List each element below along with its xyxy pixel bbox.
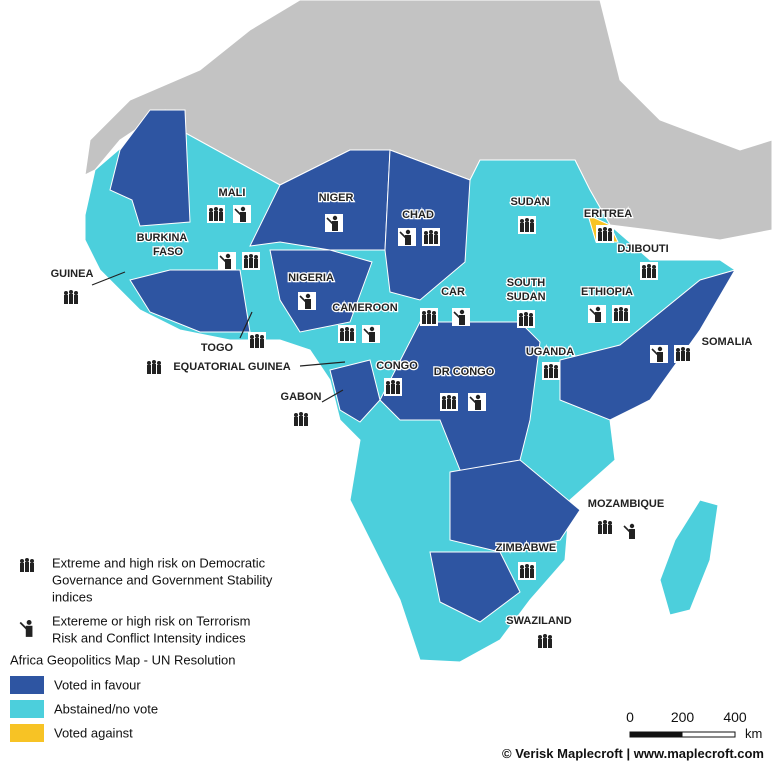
basemap [84,0,772,663]
country-label: BURKINA [137,232,188,244]
country-label: MALI [219,187,246,199]
legend-swatch [10,676,44,694]
country-label: GABON [281,391,322,403]
country-label: DJIBOUTI [617,243,668,255]
country-label: CAR [441,286,465,298]
country-label: ETHIOPIA [581,286,633,298]
country-label: NIGER [319,192,354,204]
country-label: CONGO [376,360,418,372]
legend-label: Voted in favour [54,677,141,692]
icon-legend-text: Risk and Conflict Intensity indices [52,630,246,645]
country-label: SUDAN [510,196,549,208]
scale-tick-label: 400 [723,709,747,725]
leader-lines [91,271,346,403]
scale-bar-segment [630,732,683,737]
country-label: SOMALIA [702,336,753,348]
icon-legend-text: Extereme or high risk on Terrorism [52,613,250,628]
country-label: TOGO [201,342,234,354]
country-label: CAMEROON [332,302,397,314]
africa-favour [109,109,737,623]
legend: Africa Geopolitics Map - UN Resolution V… [10,652,235,742]
country-label: EQUATORIAL GUINEA [173,361,290,373]
scale-unit: km [745,726,762,741]
country-label: ZIMBABWE [496,542,557,554]
country-label: GUINEA [51,268,94,280]
country-label: DR CONGO [434,366,495,378]
legend-label: Abstained/no vote [54,701,158,716]
credit: © Verisk Maplecroft | www.maplecroft.com [502,746,764,761]
legend-swatch [10,724,44,742]
icon-legend-text: Extreme and high risk on Democratic [52,555,266,570]
legend-title: Africa Geopolitics Map - UN Resolution [10,652,235,667]
scale-tick-label: 200 [671,709,695,725]
country-label: FASO [153,246,183,258]
legend-label: Voted against [54,725,133,740]
icon-legend [18,556,38,638]
country-label: NIGERIA [288,272,334,284]
country-label: SWAZILAND [506,615,571,627]
country-labels: MALI NIGER CHAD SUDAN ERITREA DJIBOUTI BURKINA… [49,186,753,629]
country-label: MOZAMBIQUE [588,498,664,510]
country-label: SUDAN [506,291,545,303]
legend-swatch [10,700,44,718]
scale-tick-label: 0 [626,709,634,725]
icon-legend-text: Governance and Government Stability [52,572,273,587]
country-label: ERITREA [584,208,632,220]
country-label: SOUTH [507,277,546,289]
madagascar [659,499,719,616]
country-label: CHAD [402,209,434,221]
icon-legend-text: indices [52,589,93,604]
country-label: UGANDA [526,346,574,358]
